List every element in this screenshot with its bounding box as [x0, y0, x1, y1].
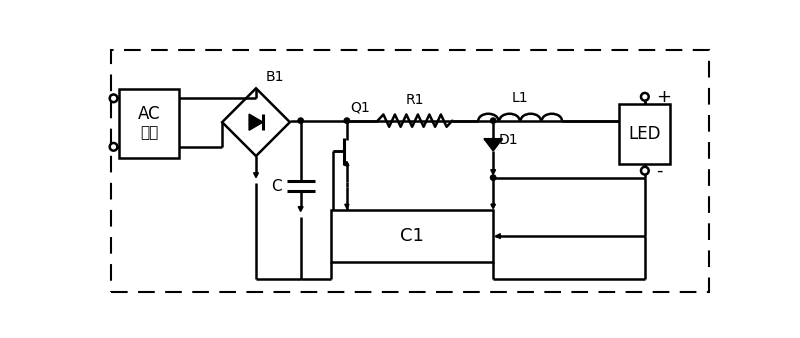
Text: L1: L1 [512, 91, 529, 105]
Polygon shape [495, 234, 500, 239]
Polygon shape [484, 139, 502, 151]
Circle shape [344, 118, 350, 123]
Text: +: + [656, 88, 670, 106]
Polygon shape [254, 173, 258, 178]
Text: D1: D1 [498, 133, 518, 147]
Bar [119, 89, 179, 159]
Polygon shape [345, 162, 349, 166]
Circle shape [110, 143, 118, 151]
Text: B1: B1 [266, 70, 284, 84]
Text: 输入: 输入 [140, 125, 158, 141]
Text: LED: LED [629, 125, 661, 143]
Text: -: - [656, 162, 662, 180]
Text: AC: AC [138, 105, 160, 123]
Circle shape [641, 167, 649, 174]
Circle shape [298, 118, 303, 123]
Bar [619, 104, 670, 164]
Polygon shape [490, 170, 495, 174]
Text: C1: C1 [400, 227, 424, 245]
Text: C: C [271, 178, 282, 194]
Polygon shape [345, 204, 349, 209]
Circle shape [641, 93, 649, 101]
Text: R1: R1 [406, 93, 424, 107]
Polygon shape [298, 207, 303, 212]
Text: Q1: Q1 [350, 100, 370, 115]
Polygon shape [491, 204, 495, 209]
Circle shape [490, 175, 496, 180]
Bar [331, 210, 493, 262]
Circle shape [110, 94, 118, 102]
Circle shape [490, 118, 496, 123]
Polygon shape [491, 204, 495, 209]
Polygon shape [249, 114, 263, 130]
